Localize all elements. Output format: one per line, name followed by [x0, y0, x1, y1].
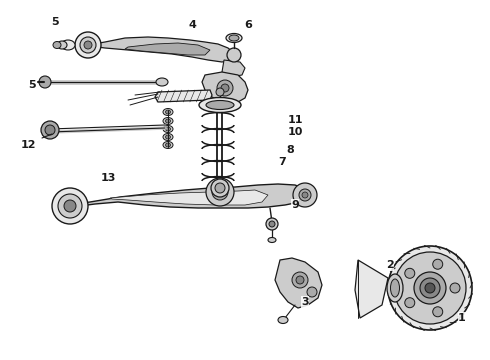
- Ellipse shape: [229, 35, 239, 41]
- Ellipse shape: [57, 41, 67, 49]
- Text: 1: 1: [458, 313, 466, 323]
- Ellipse shape: [166, 127, 171, 131]
- Text: 12: 12: [20, 140, 36, 150]
- Text: 5: 5: [28, 80, 36, 90]
- Text: 11: 11: [287, 115, 303, 125]
- Circle shape: [307, 287, 317, 297]
- Ellipse shape: [166, 143, 171, 147]
- Ellipse shape: [391, 279, 399, 297]
- Ellipse shape: [61, 40, 75, 50]
- Polygon shape: [222, 60, 245, 77]
- Circle shape: [216, 188, 224, 196]
- Text: 7: 7: [278, 157, 286, 167]
- Circle shape: [425, 283, 435, 293]
- Circle shape: [221, 84, 229, 92]
- Circle shape: [52, 188, 88, 224]
- Ellipse shape: [163, 134, 173, 140]
- Circle shape: [450, 283, 460, 293]
- Circle shape: [216, 88, 224, 96]
- Text: 8: 8: [286, 145, 294, 155]
- Circle shape: [80, 37, 96, 53]
- Circle shape: [388, 246, 472, 330]
- Ellipse shape: [387, 274, 403, 302]
- Text: 4: 4: [188, 20, 196, 30]
- Ellipse shape: [166, 119, 171, 123]
- Polygon shape: [110, 190, 268, 205]
- Ellipse shape: [53, 41, 61, 49]
- Circle shape: [302, 192, 308, 198]
- Text: 6: 6: [244, 20, 252, 30]
- Ellipse shape: [163, 141, 173, 149]
- Circle shape: [45, 125, 55, 135]
- Circle shape: [266, 218, 278, 230]
- Text: 9: 9: [291, 200, 299, 210]
- Circle shape: [414, 272, 446, 304]
- Circle shape: [41, 121, 59, 139]
- Circle shape: [394, 252, 466, 324]
- Text: 3: 3: [301, 297, 309, 307]
- Ellipse shape: [166, 135, 171, 139]
- Circle shape: [227, 48, 241, 62]
- Circle shape: [211, 179, 229, 197]
- Ellipse shape: [206, 100, 234, 109]
- Polygon shape: [155, 90, 212, 102]
- Circle shape: [75, 32, 101, 58]
- Polygon shape: [88, 37, 235, 62]
- Circle shape: [206, 178, 234, 206]
- Circle shape: [405, 268, 415, 278]
- Circle shape: [420, 278, 440, 298]
- Circle shape: [212, 184, 228, 200]
- Circle shape: [39, 76, 51, 88]
- Text: 13: 13: [100, 173, 116, 183]
- Ellipse shape: [156, 78, 168, 86]
- Circle shape: [58, 194, 82, 218]
- Polygon shape: [202, 72, 248, 102]
- Ellipse shape: [163, 126, 173, 132]
- Ellipse shape: [278, 316, 288, 324]
- Circle shape: [433, 307, 443, 317]
- Text: 10: 10: [287, 127, 303, 137]
- Circle shape: [296, 276, 304, 284]
- Polygon shape: [125, 43, 210, 55]
- Polygon shape: [355, 260, 388, 318]
- Circle shape: [292, 272, 308, 288]
- Polygon shape: [68, 184, 310, 208]
- Circle shape: [269, 221, 275, 227]
- Ellipse shape: [268, 238, 276, 243]
- Text: 2: 2: [386, 260, 394, 270]
- Circle shape: [215, 183, 225, 193]
- Polygon shape: [275, 258, 322, 308]
- Ellipse shape: [166, 110, 171, 114]
- Circle shape: [405, 298, 415, 308]
- Circle shape: [84, 41, 92, 49]
- Circle shape: [299, 189, 311, 201]
- Circle shape: [433, 259, 443, 269]
- Text: 5: 5: [51, 17, 59, 27]
- Circle shape: [293, 183, 317, 207]
- Ellipse shape: [226, 33, 242, 42]
- Circle shape: [217, 80, 233, 96]
- Circle shape: [64, 200, 76, 212]
- Ellipse shape: [163, 108, 173, 116]
- Ellipse shape: [199, 98, 241, 112]
- Ellipse shape: [163, 117, 173, 125]
